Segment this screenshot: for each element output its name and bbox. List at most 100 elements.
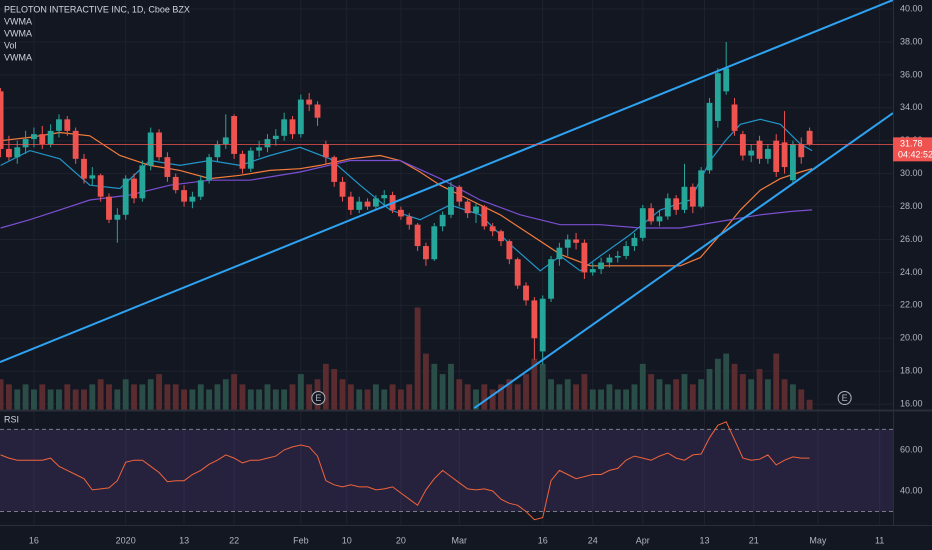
- candle-body: [39, 134, 46, 145]
- volume-bar: [131, 384, 137, 410]
- candle-body: [723, 68, 730, 92]
- y-tick-label: 40.00: [900, 3, 923, 13]
- indicator-label: VWMA: [4, 28, 32, 38]
- x-tick-label: Mar: [452, 535, 468, 545]
- volume-bar: [656, 379, 663, 410]
- candle-body: [798, 144, 805, 158]
- y-tick-label: 26.00: [900, 234, 923, 244]
- volume: [0, 307, 813, 410]
- volume-bar: [456, 379, 463, 410]
- volume-bar: [723, 353, 730, 410]
- y-tick-label: 20.00: [900, 333, 923, 343]
- event-label: E: [842, 393, 848, 403]
- volume-bar: [481, 384, 488, 410]
- volume-bar: [614, 389, 621, 410]
- candle-body: [431, 226, 438, 260]
- volume-bar: [139, 384, 146, 410]
- event-marker: [311, 391, 326, 405]
- volume-bar: [89, 384, 96, 410]
- volume-bar: [264, 384, 271, 410]
- volume-bar: [739, 374, 746, 410]
- volume-bar: [764, 379, 771, 410]
- volume-bar: [281, 389, 288, 410]
- volume-bar: [81, 389, 87, 410]
- volume-bar: [648, 374, 655, 410]
- candle-body: [0, 91, 4, 149]
- candle-body: [456, 186, 463, 202]
- volume-bar: [0, 379, 4, 410]
- volume-bar: [756, 369, 763, 410]
- volume-bar: [423, 353, 429, 410]
- x-tick-label: 22: [229, 535, 239, 545]
- volume-bar: [556, 384, 563, 410]
- volume-bar: [39, 384, 46, 410]
- x-tick-label: 16: [29, 535, 39, 545]
- trendline: [473, 112, 893, 409]
- rsi-tick-label: 60.00: [900, 444, 923, 454]
- volume-bar: [289, 384, 296, 410]
- countdown-label: 04:42:52: [898, 150, 932, 160]
- rsi-band: [0, 429, 893, 512]
- volume-bar: [714, 358, 721, 410]
- candle-body: [781, 142, 788, 168]
- candle-body: [756, 140, 763, 159]
- volume-bar: [97, 379, 104, 410]
- volume-bar: [106, 384, 112, 410]
- candle-body: [523, 285, 529, 301]
- volume-bar: [798, 389, 805, 410]
- volume-bar: [681, 374, 688, 410]
- volume-bar: [606, 384, 613, 410]
- volume-bar: [6, 384, 12, 410]
- chart-title: PELOTON INTERACTIVE INC, 1D, Cboe BZX: [4, 4, 190, 14]
- candle-body: [406, 216, 413, 225]
- volume-bar: [406, 384, 413, 410]
- candle-body: [731, 104, 738, 131]
- volume-bar: [181, 389, 187, 410]
- candle-body: [614, 255, 621, 258]
- y-tick-label: 16.00: [900, 398, 923, 408]
- volume-bar: [114, 389, 121, 410]
- volume-bar: [414, 307, 421, 410]
- candle-body: [106, 196, 112, 220]
- volume-bar: [531, 358, 538, 410]
- volume-bar: [623, 389, 630, 410]
- y-tick-label: 28.00: [900, 201, 923, 211]
- candle-body: [14, 147, 21, 158]
- candle-body: [623, 246, 630, 256]
- candle-body: [322, 144, 329, 158]
- x-tick-label: 13: [179, 535, 189, 545]
- candle-body: [239, 153, 246, 169]
- candle-body: [6, 148, 12, 158]
- candle-body: [139, 165, 146, 199]
- candle-body: [514, 259, 521, 286]
- y-tick-label: 22.00: [900, 300, 923, 310]
- candle-body: [764, 148, 771, 159]
- volume-bar: [64, 384, 71, 410]
- x-tick-label: May: [809, 535, 827, 545]
- candle-body: [556, 247, 563, 260]
- candle-body: [606, 257, 613, 263]
- candle-body: [214, 144, 221, 158]
- last-price-box: [893, 137, 932, 162]
- candle-body: [89, 175, 96, 179]
- volume-bar: [439, 374, 446, 410]
- candle-body: [22, 139, 29, 148]
- y-tick-label: 24.00: [900, 267, 923, 277]
- candle-body: [639, 208, 646, 238]
- candle-body: [347, 196, 354, 210]
- volume-bar: [539, 363, 546, 410]
- volume-bar: [172, 384, 179, 410]
- volume-bar: [698, 379, 705, 410]
- x-tick-label: 24: [588, 535, 598, 545]
- candle-body: [689, 186, 696, 207]
- volume-bar: [464, 384, 471, 410]
- volume-bar: [448, 363, 454, 410]
- candle-body: [372, 198, 379, 207]
- candle-body: [706, 102, 713, 171]
- volume-bar: [272, 389, 279, 410]
- volume-bar: [322, 363, 329, 410]
- candle-body: [222, 137, 229, 145]
- volume-bar: [339, 379, 346, 410]
